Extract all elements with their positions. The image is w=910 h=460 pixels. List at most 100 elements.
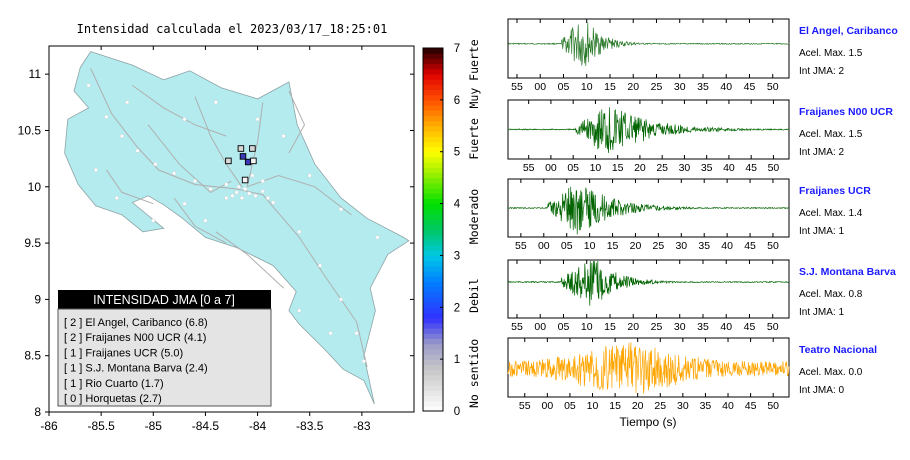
trace-tick-label: 25	[653, 240, 665, 252]
colorbar-cell	[423, 156, 443, 163]
colorbar-cell	[423, 395, 443, 402]
colorbar-cell	[423, 130, 443, 137]
colorbar-tick-label: 3	[454, 250, 460, 262]
trace-tick-label: 35	[697, 81, 709, 93]
colorbar-cell	[423, 333, 443, 339]
colorbar-cell	[423, 110, 443, 117]
time-axis-label: Tiempo (s)	[620, 415, 677, 429]
site-dot	[125, 100, 130, 105]
site-dot	[224, 195, 229, 200]
colorbar-cell	[423, 296, 443, 303]
trace-tick-label: 45	[744, 240, 756, 252]
site-dot	[213, 100, 218, 105]
intensity-map: Intensidad calculada el 2023/03/17_18:25…	[18, 22, 415, 433]
colorbar-cell	[423, 229, 443, 236]
trace-tick-label: 40	[722, 400, 734, 412]
colorbar-cell	[423, 177, 443, 184]
colorbar-cell	[423, 167, 443, 174]
trace-tick-label: 25	[654, 400, 666, 412]
colorbar-cell	[423, 281, 443, 288]
trace-tick-label: 20	[634, 162, 646, 174]
colorbar-cell	[423, 291, 443, 298]
road-line	[194, 96, 243, 188]
colorbar-cell	[423, 405, 443, 412]
trace-tick-label: 10	[581, 321, 593, 333]
trace-tick-label: 45	[745, 400, 757, 412]
colorbar-cell	[423, 343, 443, 350]
colorbar-cell	[423, 115, 443, 122]
y-tick-label: 10.5	[18, 123, 42, 137]
trace-tick-label: 55	[523, 162, 535, 174]
trace-tick-label: 05	[564, 400, 576, 412]
colorbar-cell	[423, 182, 443, 189]
site-dot	[119, 134, 124, 139]
trace-tick-label: 25	[656, 162, 668, 174]
site-dot	[236, 184, 241, 189]
colorbar-frame	[422, 47, 444, 412]
colorbar-tick-label: 7	[454, 43, 460, 55]
trace-tick-label: 40	[720, 321, 732, 333]
seismogram-panels: 55 00 05 10 15 20 25 30 35 40 45 50 El Angel, Cariba…	[507, 18, 898, 429]
colorbar-cell	[423, 317, 443, 324]
waveform	[507, 260, 790, 306]
colorbar-cell	[423, 353, 443, 360]
trace-tick-label: 05	[561, 240, 573, 252]
colorbar-cell	[423, 99, 443, 106]
colorbar-cell	[423, 245, 443, 251]
trace-tick-label: 30	[677, 400, 689, 412]
colorbar-cell	[423, 307, 443, 314]
trace-tick-label: 55	[511, 321, 523, 333]
station-marker	[250, 157, 257, 165]
station-marker	[225, 157, 232, 165]
site-dot	[266, 195, 271, 200]
y-tick-label: 8	[34, 405, 41, 419]
legend-item: [ 2 ] Fraijanes N00 UCR (4.1)	[64, 332, 206, 344]
x-tick-label: -83	[353, 419, 371, 433]
trace-tick-label: 10	[590, 162, 602, 174]
trace-tick-label: 15	[609, 400, 621, 412]
site-dot	[375, 235, 380, 240]
site-dot	[224, 182, 229, 187]
trace-int-jma: Int JMA: 1	[799, 226, 844, 237]
trace-station-name: Fraijanes N00 UCR	[799, 106, 893, 118]
colorbar-cell	[423, 79, 443, 85]
colorbar-category-label: Fuerte	[467, 118, 481, 160]
colorbar-cell	[423, 379, 443, 386]
trace-tick-label: 05	[558, 81, 570, 93]
colorbar-category-label: Muy Fuerte	[467, 39, 481, 108]
colorbar-cell	[423, 234, 443, 241]
trace-tick-label: 05	[558, 321, 570, 333]
site-dot	[361, 359, 366, 364]
site-dot	[354, 331, 359, 336]
legend-header	[58, 290, 271, 309]
colorbar-tick-label: 6	[454, 95, 460, 107]
colorbar-cell	[423, 364, 443, 371]
site-dot	[135, 148, 140, 153]
site-dot	[93, 167, 98, 172]
trace-station-name: S.J. Montana Barva	[799, 266, 896, 278]
trace-tick-label: 55	[515, 240, 527, 252]
trace-tick-label: 30	[674, 321, 686, 333]
colorbar-cell	[423, 213, 443, 220]
trace-tick-label: 00	[542, 400, 554, 412]
trace-tick-label: 20	[632, 400, 644, 412]
trace-tick-label: 50	[767, 321, 779, 333]
x-tick-label: -83.5	[296, 419, 324, 433]
trace-tick-label: 45	[744, 321, 756, 333]
colorbar-tick-label: 2	[454, 302, 460, 314]
trace-int-jma: Int JMA: 1	[799, 307, 844, 318]
trace-tick-label: 40	[720, 81, 732, 93]
x-tick-label: -85.5	[87, 419, 115, 433]
site-dot	[253, 193, 258, 198]
seismogram-panel: 55 00 05 10 15 20 25 30 35 40 45 50 El Angel, Cariba…	[507, 18, 898, 93]
colorbar-cell	[423, 63, 443, 70]
site-dot	[297, 229, 302, 234]
colorbar-cell	[423, 68, 443, 75]
trace-int-jma: Int JMA: 0	[799, 385, 844, 396]
colorbar-cell	[423, 239, 443, 246]
trace-tick-label: 45	[744, 81, 756, 93]
site-dot	[151, 218, 156, 223]
waveform	[507, 107, 790, 154]
trace-tick-label: 10	[584, 240, 596, 252]
colorbar-cell	[423, 105, 443, 111]
